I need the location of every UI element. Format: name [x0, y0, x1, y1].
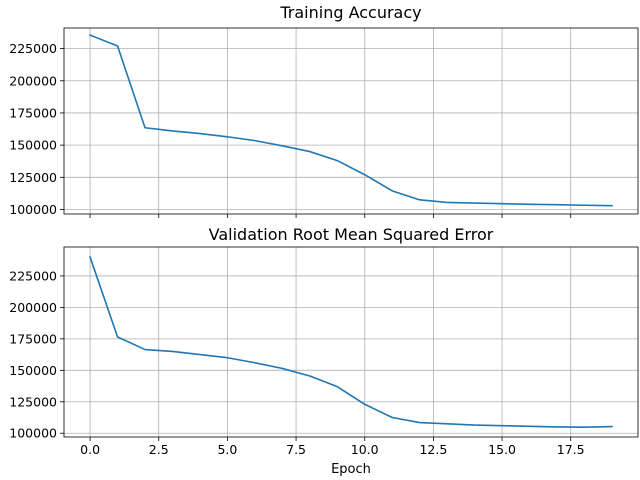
x-tick-label: 2.5	[149, 442, 169, 457]
x-tick-label: 10.0	[351, 442, 379, 457]
y-tick-label: 100000	[9, 202, 57, 217]
x-tick-label: 15.0	[488, 442, 516, 457]
y-tick-label: 150000	[9, 363, 57, 378]
y-tick-label: 150000	[9, 138, 57, 153]
x-tick-label: 17.5	[557, 442, 585, 457]
y-tick-label: 175000	[9, 331, 57, 346]
x-tick-label: 5.0	[217, 442, 237, 457]
y-tick-label: 100000	[9, 426, 57, 441]
y-tick-label: 175000	[9, 105, 57, 120]
y-tick-label: 200000	[9, 73, 57, 88]
plot-title: Training Accuracy	[279, 3, 421, 22]
series-line	[89, 34, 613, 207]
training-accuracy-plot: Training Accuracy 100000 125000 150000 1750…	[9, 3, 639, 218]
y-tick-label: 125000	[9, 170, 57, 185]
y-tick-label: 225000	[9, 268, 57, 283]
x-tick-label: 12.5	[419, 442, 447, 457]
validation-rmse-plot: Validation Root Mean Squared Error 0.0 2.…	[9, 225, 639, 477]
x-tick-label: 7.5	[286, 442, 306, 457]
plot-frame	[63, 246, 639, 438]
plot-title: Validation Root Mean Squared Error	[209, 225, 494, 244]
plot-frame	[63, 27, 639, 215]
x-axis-label: Epoch	[331, 462, 371, 477]
x-tick-label: 0.0	[80, 442, 100, 457]
y-tick-label: 200000	[9, 300, 57, 315]
y-tick-label: 225000	[9, 41, 57, 56]
y-tick-label: 125000	[9, 394, 57, 409]
series-line	[89, 256, 613, 428]
